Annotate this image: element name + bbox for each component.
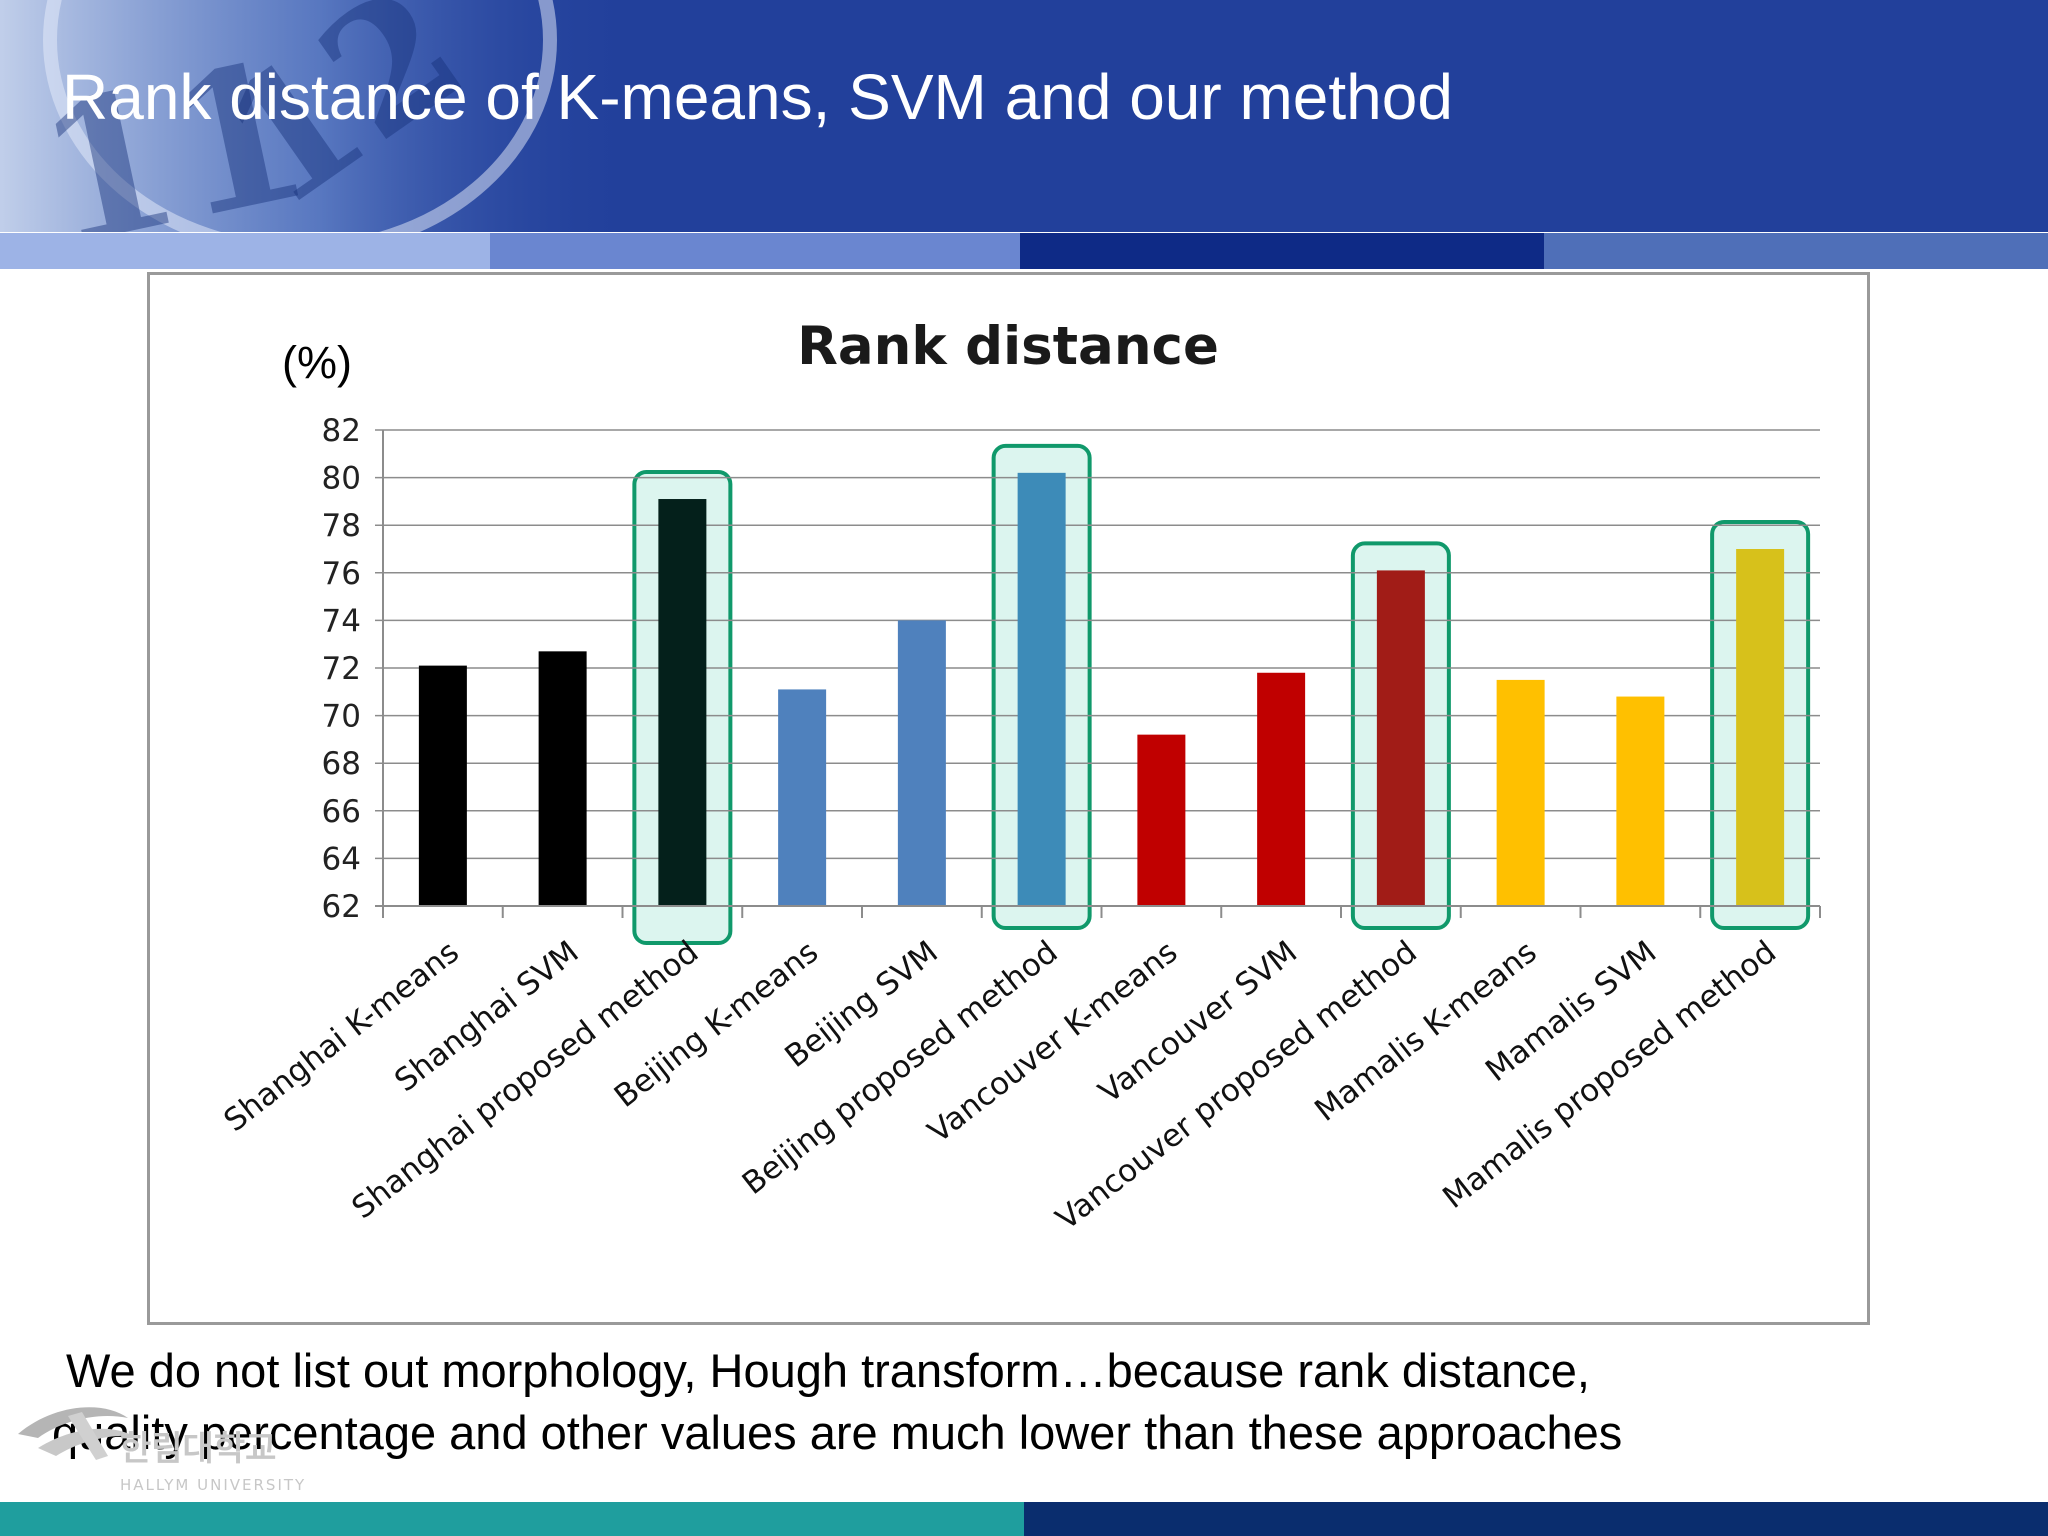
footnote-line-2: quality percentage and other values are … — [52, 1406, 1623, 1459]
y-tick-label: 70 — [322, 699, 361, 735]
slide-header: 11 12 Rank distance of K-means, SVM and … — [0, 0, 2048, 232]
chart-frame: 62 64 66 68 70 72 74 76 78 80 82 Shanghai K-means S… — [147, 272, 1870, 1325]
clock-decoration: 11 12 — [0, 0, 640, 232]
y-axis-label: (%) — [282, 337, 352, 388]
y-tick-label: 78 — [322, 508, 361, 544]
header-stripe-4 — [1544, 233, 2048, 269]
slide-title: Rank distance of K-means, SVM and our me… — [62, 61, 1453, 133]
svg-text:한림대학교: 한림대학교 — [120, 1429, 276, 1469]
x-tick-label: Shanghai K-means — [217, 934, 465, 1139]
footnote: We do not list out morphology, Hough tra… — [52, 1340, 1622, 1464]
x-tick-label: Mamalis K-means — [1308, 934, 1543, 1129]
y-tick-label: 66 — [322, 794, 361, 830]
bar-vancouver-svm — [1257, 672, 1306, 906]
x-tick-label: Vancouver SVM — [1092, 934, 1304, 1111]
y-tick-label: 76 — [322, 556, 361, 592]
footnote-line-1: We do not list out morphology, Hough tra… — [66, 1344, 1590, 1397]
bar-beijing-proposed-method — [1017, 472, 1066, 906]
y-tick-label: 72 — [322, 651, 361, 687]
bar-mamalis-proposed-method — [1736, 549, 1785, 906]
chart-title: Rank distance — [797, 316, 1219, 377]
header-stripe-1 — [0, 233, 490, 269]
bar-shanghai-svm — [538, 651, 587, 906]
bar-shanghai-proposed-method — [658, 499, 707, 906]
bar-shanghai-k-means — [418, 665, 467, 906]
y-tick-label: 68 — [322, 746, 361, 782]
y-tick-label: 80 — [322, 461, 361, 497]
bar-beijing-k-means — [778, 689, 827, 906]
footer-bar-left — [0, 1502, 1024, 1536]
bar-vancouver-k-means — [1137, 734, 1186, 906]
bar-vancouver-proposed-method — [1376, 570, 1425, 906]
y-tick-label: 62 — [322, 889, 361, 925]
y-tick-label: 64 — [322, 841, 361, 877]
header-stripe-3 — [1020, 233, 1544, 269]
university-logo: 한림대학교 HALLYM UNIVERSITY — [18, 1407, 306, 1494]
y-tick-label: 74 — [322, 603, 361, 639]
header-stripe-2 — [490, 233, 1020, 269]
x-tick-label: Beijing K-means — [608, 934, 825, 1115]
svg-text:HALLYM UNIVERSITY: HALLYM UNIVERSITY — [120, 1476, 306, 1494]
footer-bar-right — [1024, 1502, 2048, 1536]
y-tick-label: 82 — [322, 413, 361, 449]
bar-beijing-svm — [897, 620, 946, 906]
bar-mamalis-k-means — [1496, 679, 1545, 906]
bar-mamalis-svm — [1616, 696, 1665, 906]
